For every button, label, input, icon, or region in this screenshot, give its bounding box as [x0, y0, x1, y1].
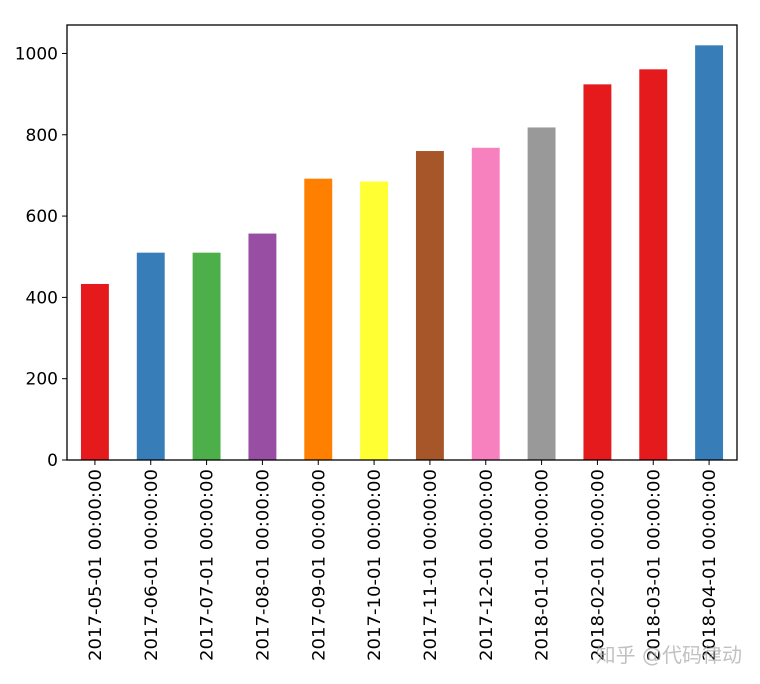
x-tick-label: 2017-10-01 00:00:00	[365, 469, 385, 661]
x-tick-label: 2017-08-01 00:00:00	[253, 469, 273, 661]
x-tick-label: 2017-06-01 00:00:00	[142, 469, 162, 661]
y-tick-label: 1000	[15, 44, 58, 64]
bar-2017-10-01 00:00:00	[360, 181, 389, 461]
axes-frame	[66, 24, 738, 461]
x-tick-label: 2017-11-01 00:00:00	[421, 469, 441, 661]
bar-2017-08-01 00:00:00	[248, 233, 277, 460]
bar-2018-01-01 00:00:00	[527, 127, 556, 460]
bar-2017-06-01 00:00:00	[136, 252, 165, 460]
y-tick-label: 0	[47, 451, 58, 471]
x-tick-label: 2017-05-01 00:00:00	[86, 469, 106, 661]
x-tick-label: 2018-02-01 00:00:00	[588, 469, 608, 661]
y-tick-label: 800	[26, 126, 58, 146]
bar-2017-12-01 00:00:00	[471, 147, 500, 460]
x-tick-label: 2017-12-01 00:00:00	[477, 469, 497, 661]
bars-group	[80, 45, 724, 461]
x-axis: 2017-05-01 00:00:00 2017-06-01 00:00:00 20…	[86, 460, 720, 661]
bar-2017-11-01 00:00:00	[415, 151, 444, 461]
x-tick-label: 2018-04-01 00:00:00	[700, 469, 720, 661]
y-axis: 0 200 400 600 800 1000	[15, 44, 67, 471]
watermark: 知乎 @代码律动	[595, 643, 742, 667]
y-tick-label: 600	[26, 207, 58, 227]
y-tick-label: 200	[26, 370, 58, 390]
x-tick-label: 2017-07-01 00:00:00	[198, 469, 218, 661]
bar-2017-09-01 00:00:00	[304, 178, 333, 460]
x-tick-label: 2017-09-01 00:00:00	[309, 469, 329, 661]
bar-2017-05-01 00:00:00	[80, 283, 109, 460]
x-tick-label: 2018-03-01 00:00:00	[644, 469, 664, 661]
bar-2018-04-01 00:00:00	[695, 45, 724, 461]
bar-2018-03-01 00:00:00	[639, 69, 668, 461]
y-tick-label: 400	[26, 288, 58, 308]
bar-2017-07-01 00:00:00	[192, 252, 221, 460]
bar-2018-02-01 00:00:00	[583, 84, 612, 461]
x-tick-label: 2018-01-01 00:00:00	[533, 469, 553, 661]
